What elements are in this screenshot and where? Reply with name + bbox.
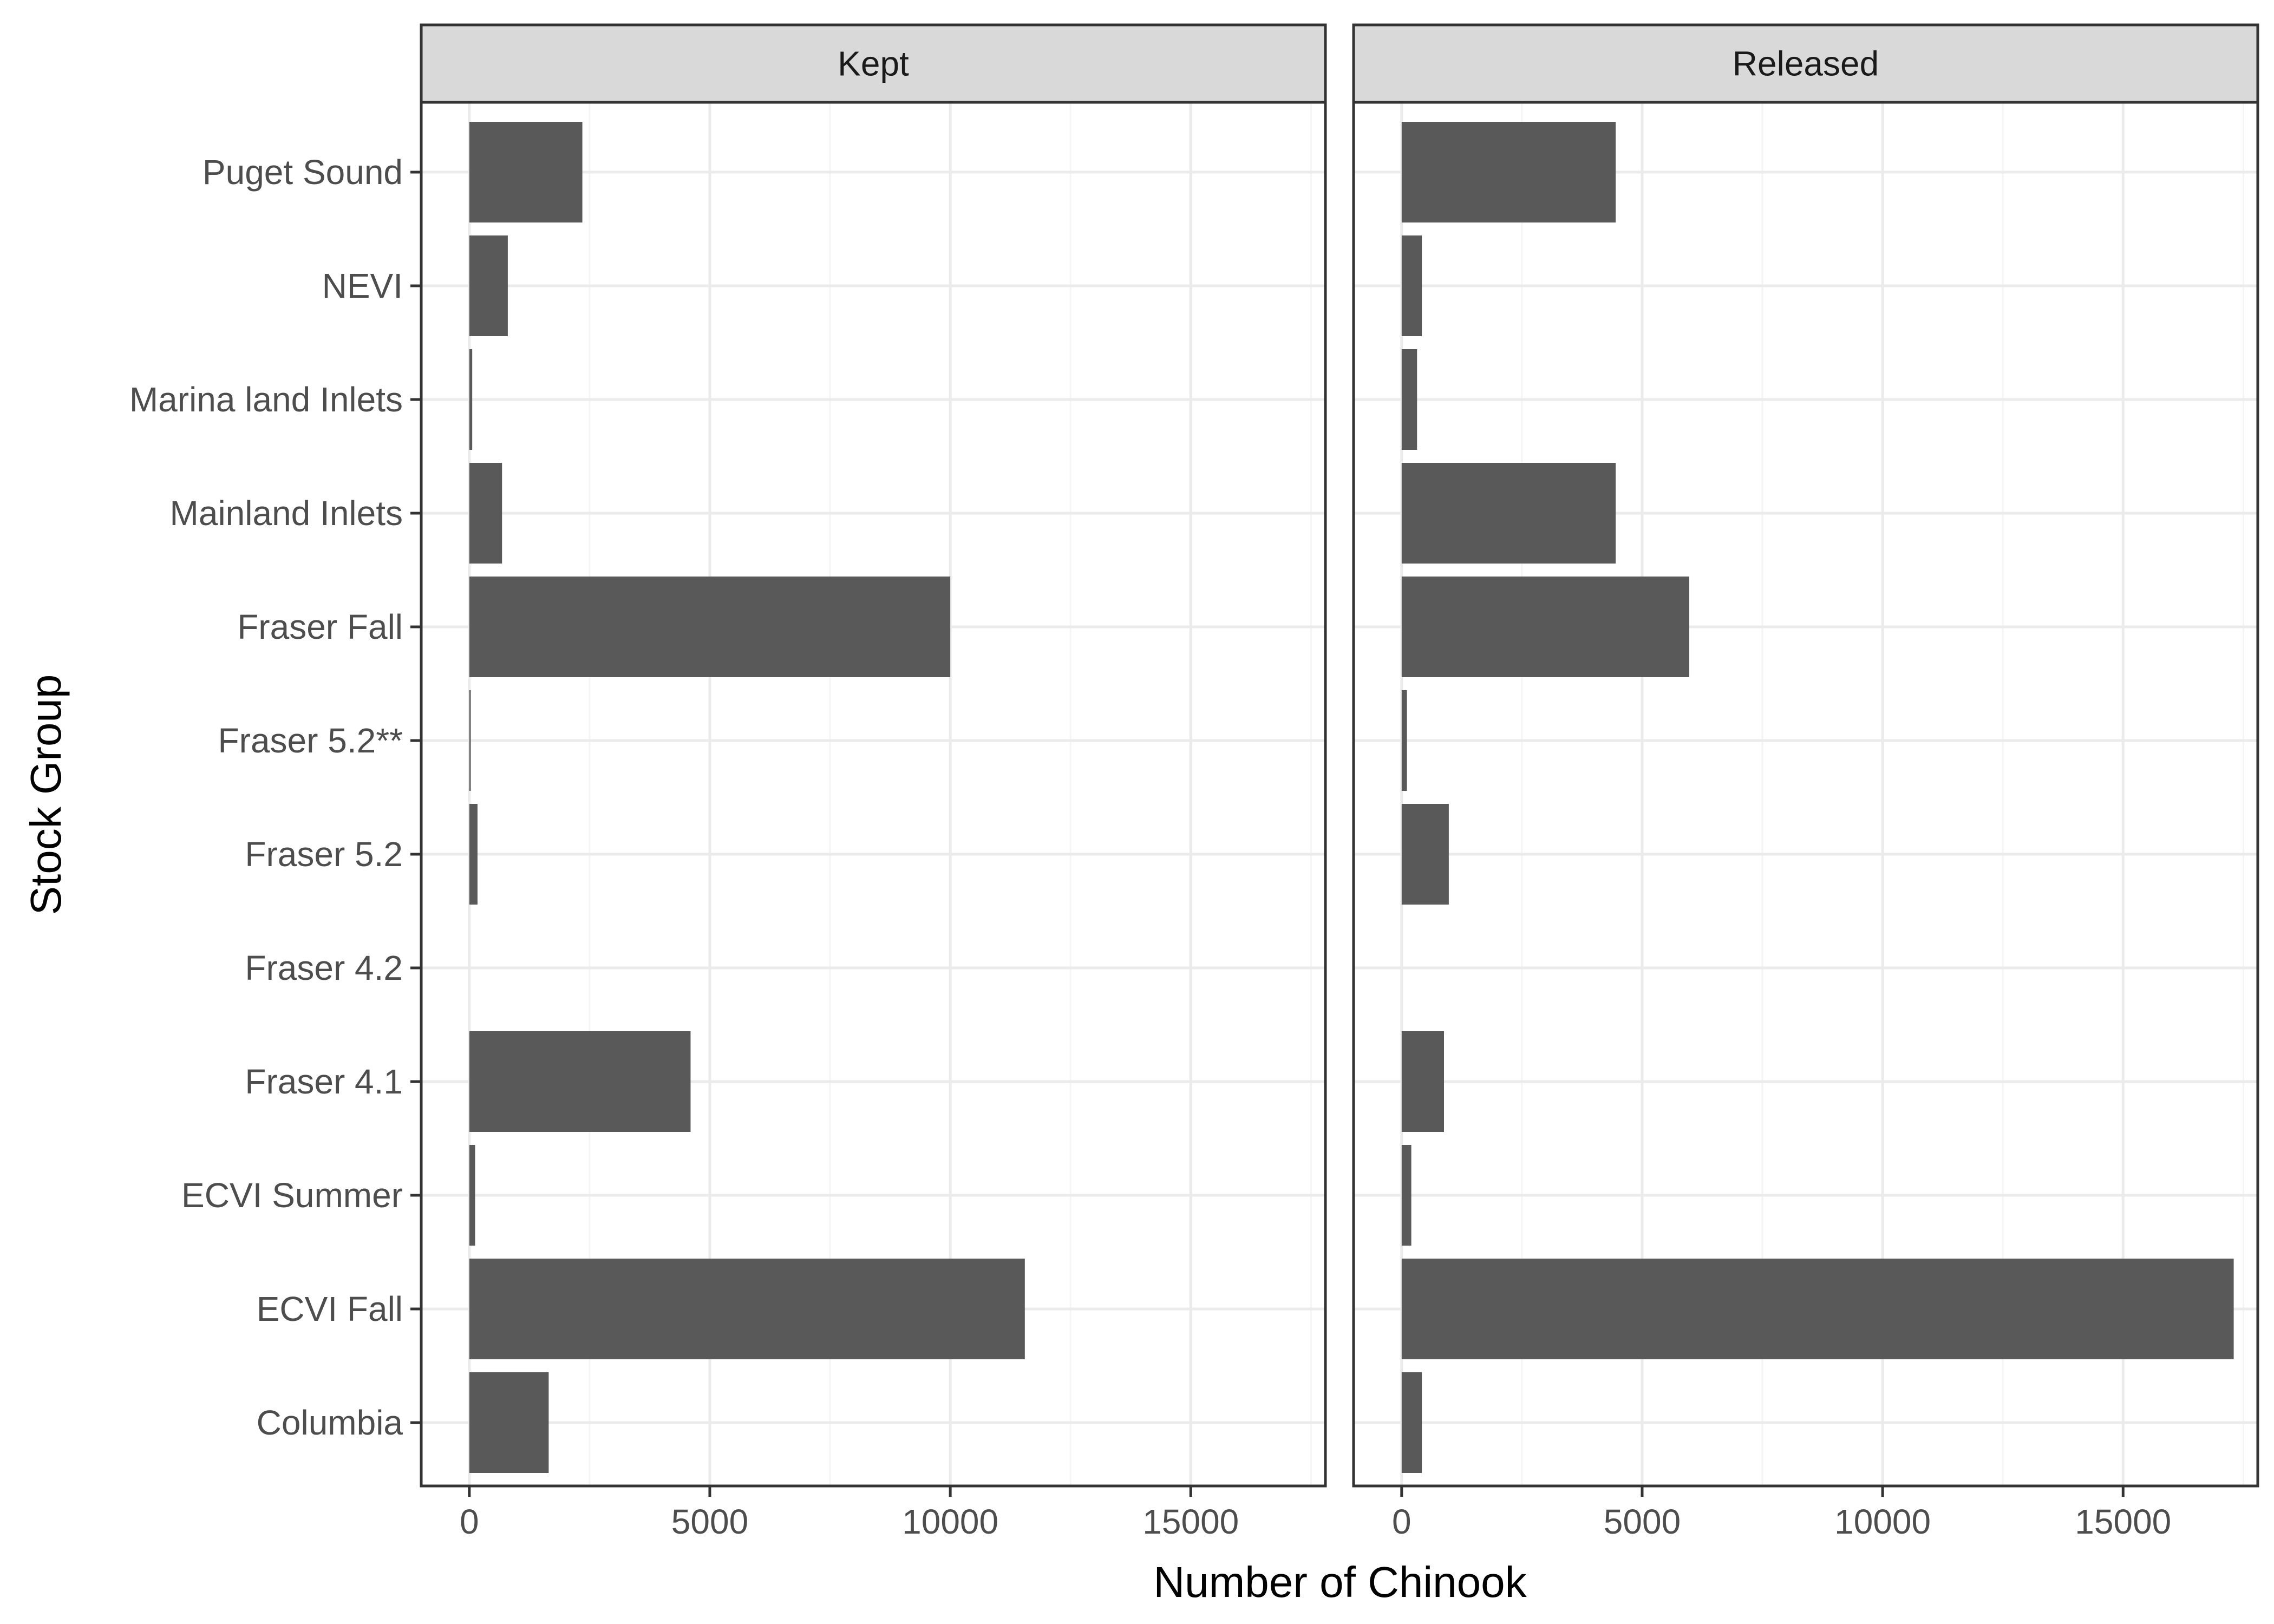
panel-background <box>1354 102 2258 1486</box>
y-tick-label-puget-sound: Puget Sound <box>202 153 403 192</box>
x-tick-label: 15000 <box>2075 1502 2171 1541</box>
x-tick-label: 0 <box>1392 1502 1412 1541</box>
bar-kept-fraser-5-2 <box>469 804 478 905</box>
bar-released-ecvi-summer <box>1401 1145 1412 1246</box>
y-tick-label-ecvi-summer: ECVI Summer <box>181 1176 403 1215</box>
y-tick-label-mainland-inlets: Mainland Inlets <box>170 494 403 533</box>
facet-strip-label: Kept <box>838 44 909 83</box>
bar-released-columbia <box>1401 1372 1422 1473</box>
bar-released-marina-land-inlets <box>1401 349 1417 450</box>
x-tick-label: 10000 <box>902 1502 998 1541</box>
bar-kept-ecvi-summer <box>469 1145 475 1246</box>
facet-strip-label: Released <box>1733 44 1879 83</box>
bar-kept-columbia <box>469 1372 549 1473</box>
bar-kept-fraser-4-1 <box>469 1031 691 1132</box>
bar-released-mainland-inlets <box>1401 463 1616 564</box>
x-tick-label: 5000 <box>671 1502 748 1541</box>
y-axis-title: Stock Group <box>22 675 70 915</box>
panels-layer: Kept 0 5000 10000 15000 Released 0 5000 10000 150… <box>420 23 2259 1541</box>
bar-released-fraser-5-2 <box>1401 690 1407 791</box>
y-tick-label-fraser-fall: Fraser Fall <box>237 607 403 646</box>
bar-released-puget-sound <box>1401 122 1616 222</box>
y-tick-label-fraser-4-2: Fraser 4.2 <box>245 948 403 987</box>
y-tick-label-ecvi-fall: ECVI Fall <box>257 1289 403 1328</box>
bar-kept-fraser-5-2 <box>469 690 471 791</box>
bar-released-ecvi-fall <box>1401 1259 2234 1359</box>
y-tick-label-columbia: Columbia <box>257 1403 403 1442</box>
bar-released-nevi <box>1401 235 1422 336</box>
bar-kept-fraser-fall <box>469 577 951 677</box>
y-tick-label-fraser-4-1: Fraser 4.1 <box>245 1062 403 1101</box>
bar-kept-marina-land-inlets <box>469 349 473 450</box>
y-axis: Puget Sound NEVI Marina land Inlets Mainlan… <box>129 153 421 1442</box>
facet-strip <box>1352 23 2259 104</box>
bar-released-fraser-4-1 <box>1401 1031 1444 1132</box>
panel-background <box>421 102 1325 1486</box>
x-axis-title: Number of Chinook <box>1153 1558 1527 1606</box>
bar-kept-ecvi-fall <box>469 1259 1025 1359</box>
y-tick-label-nevi: NEVI <box>322 266 403 305</box>
y-tick-label-fraser-5-2: Fraser 5.2 <box>245 835 403 874</box>
y-tick-label-fraser-5-2: Fraser 5.2** <box>218 721 403 760</box>
bar-kept-nevi <box>469 235 508 336</box>
bar-released-fraser-fall <box>1401 577 1690 677</box>
panel-released: Released 0 5000 10000 15000 <box>1352 23 2259 1541</box>
x-tick-label: 10000 <box>1834 1502 1931 1541</box>
bar-released-fraser-5-2 <box>1401 804 1449 905</box>
x-tick-label: 5000 <box>1604 1502 1681 1541</box>
y-tick-label-marina-land-inlets: Marina land Inlets <box>129 380 403 419</box>
facet-strip <box>420 23 1327 104</box>
bar-kept-mainland-inlets <box>469 463 502 564</box>
bar-kept-puget-sound <box>469 122 583 222</box>
x-tick-label: 0 <box>460 1502 479 1541</box>
x-tick-label: 15000 <box>1142 1502 1239 1541</box>
panel-kept: Kept 0 5000 10000 15000 <box>420 23 1327 1541</box>
